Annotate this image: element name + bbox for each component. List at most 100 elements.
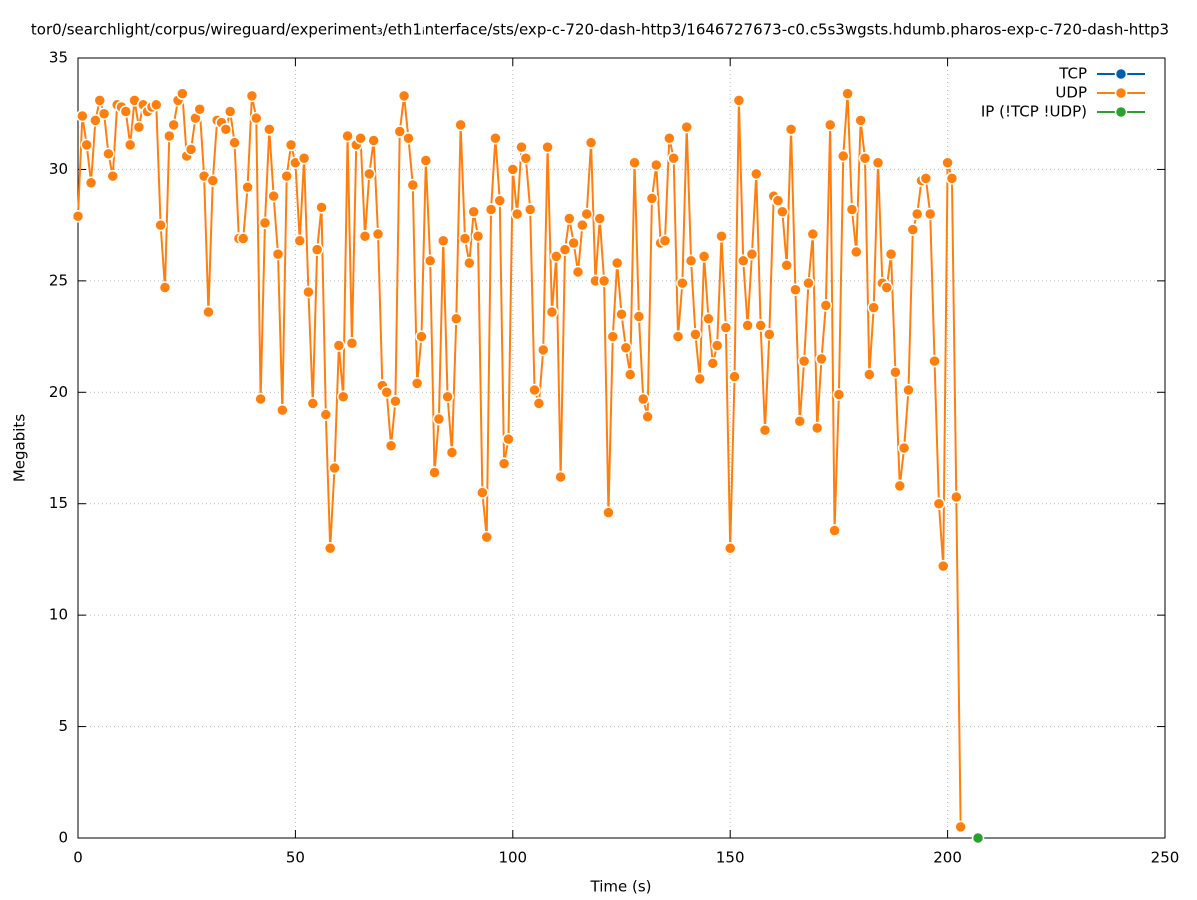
data-point [610,256,624,270]
data-point [632,310,646,323]
data-point [615,308,628,321]
data-point [123,138,137,152]
data-point [428,466,441,479]
data-point [384,439,398,453]
data-point [245,89,259,103]
data-point [776,205,789,219]
data-point [728,370,741,383]
data-point [393,125,407,138]
data-point [436,234,450,247]
data-point [597,274,611,288]
data-point [358,230,372,243]
data-point [102,147,115,161]
data-point [719,321,733,334]
data-point [119,105,133,118]
data-point [254,392,267,406]
data-point [345,337,359,350]
data-point [750,167,763,181]
data-point [515,140,528,154]
data-point [923,207,937,221]
data-point [841,87,854,100]
data-point [658,234,672,247]
data-point [606,330,620,343]
data-point [789,283,802,297]
data-point [402,131,415,145]
y-axis-label: Megabits [11,414,29,482]
data-point [906,223,920,236]
x-tick-label: 0 [73,849,83,867]
data-point [684,254,698,268]
data-point [763,328,776,341]
data-point [819,299,833,312]
y-tick-label: 0 [58,829,68,847]
data-point [563,212,576,225]
data-point [441,390,454,403]
data-point [519,152,533,165]
data-point [554,470,567,484]
data-point [619,341,633,354]
data-point [271,247,285,261]
x-tick-label: 50 [286,849,305,867]
data-point [389,394,402,408]
y-tick-label: 35 [49,49,68,67]
data-point [845,203,859,216]
data-point [623,368,637,381]
data-point [863,368,876,381]
data-point [250,111,263,125]
data-point [771,194,785,207]
data-point [645,192,659,205]
data-point [710,339,724,352]
legend-label: IP (!TCP !UDP) [981,103,1087,121]
data-point [741,319,754,332]
data-point [263,123,276,136]
data-point [163,129,176,143]
data-point [919,172,933,185]
data-point [810,421,824,435]
data-point [528,383,541,397]
data-point [193,103,206,116]
y-tick-label: 20 [49,383,68,401]
data-point [628,156,641,169]
data-point [167,118,180,132]
data-point [815,352,828,366]
data-point [510,207,524,221]
data-point [558,243,572,256]
data-point [663,131,676,145]
data-point [689,328,702,341]
data-point [715,230,728,243]
data-point [797,354,811,368]
data-point [593,212,607,225]
data-point [706,357,720,370]
data-point [550,250,563,263]
data-point [397,89,411,103]
data-point [302,285,315,299]
data-point [971,831,985,845]
legend-label: UDP [1055,84,1087,102]
data-point [823,118,837,132]
data-point [858,152,872,165]
data-point [828,524,841,537]
data-point [367,134,380,147]
data-point [928,354,941,368]
data-point [950,490,963,504]
data-point [580,207,593,221]
data-point [310,243,324,256]
data-point [319,408,333,421]
data-point [454,118,467,132]
data-point [732,94,746,107]
data-point [336,390,350,403]
data-point [306,397,320,410]
y-tick-label: 25 [49,271,68,289]
data-point [880,281,893,294]
series-line [77,90,962,827]
data-point [89,114,102,127]
data-point [502,432,515,446]
data-point [650,158,663,172]
data-point [867,301,880,314]
data-point [150,98,163,112]
data-point [450,312,463,325]
data-point [641,410,654,424]
data-point [463,256,476,270]
data-point [902,383,915,397]
data-point [202,305,215,319]
